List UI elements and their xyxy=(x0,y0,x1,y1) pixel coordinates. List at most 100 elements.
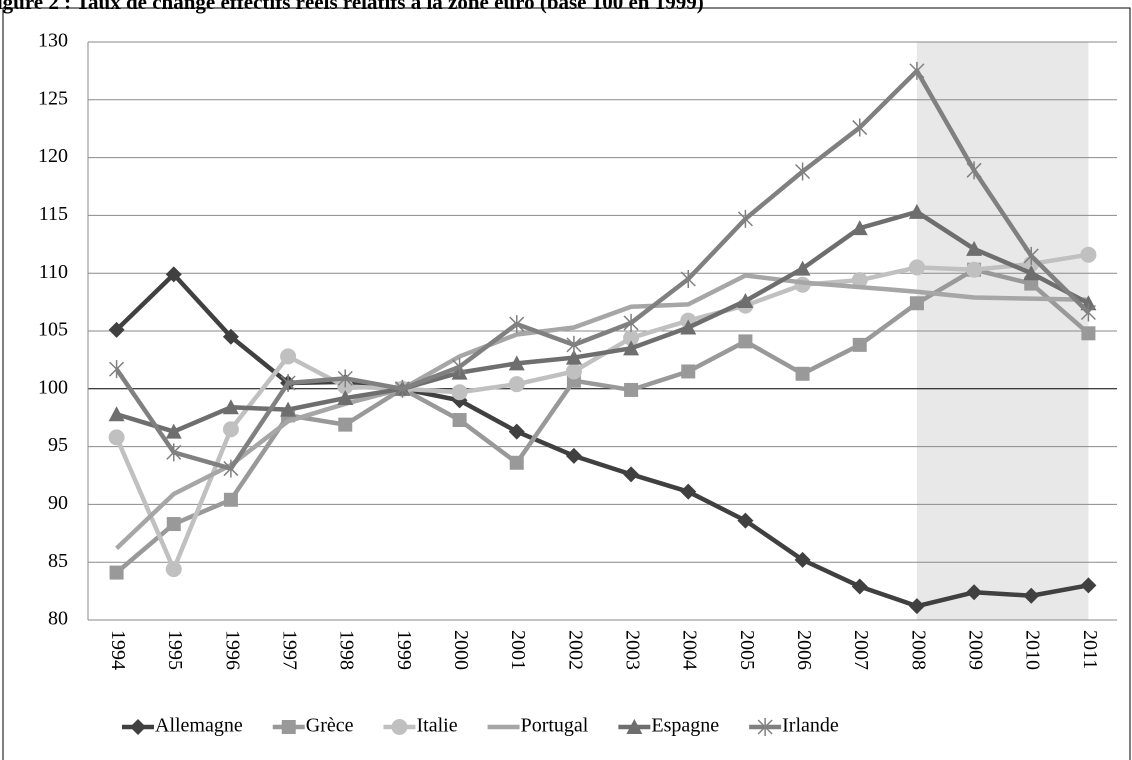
marker xyxy=(1023,587,1040,604)
x-tick-label: 2008 xyxy=(907,630,929,670)
marker xyxy=(223,459,239,478)
marker xyxy=(222,328,239,345)
y-tick-label: 95 xyxy=(48,434,68,456)
x-tick-label: 2006 xyxy=(793,630,815,670)
series-line xyxy=(114,68,1091,471)
x-tick-label: 2000 xyxy=(450,630,472,670)
marker xyxy=(108,406,125,422)
marker xyxy=(222,421,239,438)
marker xyxy=(108,429,125,446)
marker xyxy=(1080,246,1097,263)
y-tick-label: 115 xyxy=(39,203,68,225)
marker xyxy=(680,269,696,288)
series-line xyxy=(115,272,1089,609)
marker xyxy=(565,349,582,365)
marker xyxy=(109,360,125,379)
marker xyxy=(222,399,239,415)
marker xyxy=(451,384,468,401)
x-tick-label: 1999 xyxy=(393,630,415,670)
x-tick-label: 1996 xyxy=(221,630,243,670)
marker xyxy=(908,259,925,276)
marker xyxy=(623,313,639,332)
marker xyxy=(223,492,238,507)
marker xyxy=(108,321,125,338)
marker xyxy=(966,240,983,256)
marker xyxy=(795,162,811,181)
marker xyxy=(166,443,182,462)
marker xyxy=(1081,326,1096,341)
marker xyxy=(966,161,982,180)
marker xyxy=(623,340,640,356)
legend-label: Grèce xyxy=(306,715,354,737)
marker xyxy=(452,413,467,428)
marker xyxy=(508,423,525,440)
x-tick-label: 2009 xyxy=(964,630,986,670)
marker xyxy=(908,598,925,615)
marker xyxy=(165,423,182,439)
marker xyxy=(280,348,297,365)
frame xyxy=(2,7,1131,760)
marker xyxy=(908,203,925,219)
x-tick-label: 2011 xyxy=(1079,630,1101,669)
marker xyxy=(852,118,868,137)
x-tick-label: 2001 xyxy=(507,630,529,670)
marker xyxy=(737,292,754,308)
marker xyxy=(165,561,182,578)
x-tick-label: 2004 xyxy=(679,630,701,670)
marker xyxy=(509,455,524,470)
legend-label: Allemagne xyxy=(155,715,243,737)
marker xyxy=(966,584,983,601)
marker xyxy=(130,719,146,735)
marker xyxy=(680,483,697,500)
x-tick-label: 2002 xyxy=(564,630,586,670)
marker xyxy=(757,718,773,736)
marker xyxy=(852,337,867,352)
y-tick-label: 100 xyxy=(38,376,68,398)
marker xyxy=(1080,303,1096,322)
marker xyxy=(337,390,354,406)
y-tick-label: 120 xyxy=(38,145,68,167)
marker xyxy=(795,366,810,381)
marker xyxy=(1080,577,1097,594)
x-tick-label: 1997 xyxy=(278,630,300,670)
chart-title: Figure 2 : Taux de change effectifs réel… xyxy=(0,0,704,14)
marker xyxy=(794,551,811,568)
marker xyxy=(165,266,182,283)
marker xyxy=(623,466,640,483)
marker xyxy=(337,369,353,388)
x-tick-label: 2007 xyxy=(850,630,872,670)
marker xyxy=(851,272,868,289)
marker xyxy=(794,260,811,276)
x-tick-label: 2005 xyxy=(736,630,758,670)
y-tick-label: 130 xyxy=(38,30,68,52)
marker xyxy=(508,355,525,371)
marker xyxy=(565,447,582,464)
marker xyxy=(565,363,582,380)
x-tick-label: 2003 xyxy=(621,630,643,670)
legend-label: Irlande xyxy=(782,715,839,737)
legend-label: Portugal xyxy=(521,715,589,737)
marker xyxy=(391,719,408,735)
marker xyxy=(394,379,410,398)
marker xyxy=(624,382,639,397)
y-tick-label: 90 xyxy=(48,492,68,514)
marker xyxy=(566,335,582,354)
legend-label: Italie xyxy=(416,715,457,737)
x-tick-label: 2010 xyxy=(1022,630,1044,670)
y-tick-label: 85 xyxy=(48,550,68,572)
x-tick-label: 1998 xyxy=(336,630,358,670)
marker xyxy=(508,376,525,393)
marker xyxy=(280,401,297,417)
y-tick-label: 125 xyxy=(38,87,68,109)
marker xyxy=(166,517,181,532)
marker xyxy=(738,334,753,349)
marker xyxy=(1023,265,1040,281)
marker xyxy=(909,296,924,311)
marker xyxy=(680,319,697,335)
x-tick-label: 1995 xyxy=(164,630,186,670)
marker xyxy=(281,720,296,734)
marker xyxy=(109,565,124,580)
marker xyxy=(1023,246,1039,265)
marker xyxy=(280,374,296,393)
